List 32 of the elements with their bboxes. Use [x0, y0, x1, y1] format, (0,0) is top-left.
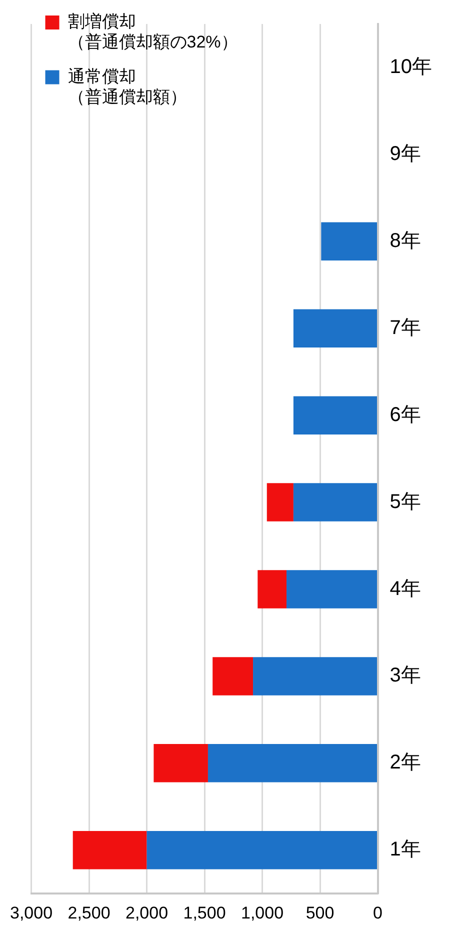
- bar: [146, 830, 378, 870]
- bar: [72, 830, 147, 870]
- y-tick-label: 6年: [390, 404, 421, 426]
- y-tick-label: 5年: [390, 490, 421, 513]
- bar: [266, 483, 294, 522]
- y-tick-label: 4年: [390, 578, 421, 600]
- bar: [258, 570, 287, 608]
- bar: [293, 396, 378, 434]
- x-tick-label: 3,000: [10, 903, 53, 922]
- x-tick-label: 2,000: [125, 903, 168, 922]
- bar: [293, 309, 378, 348]
- bar: [286, 570, 378, 608]
- y-tick-label: 10年: [390, 56, 432, 78]
- y-tick-label: 9年: [390, 142, 421, 165]
- legend-label: 通常償却（普通償却額）: [68, 66, 187, 106]
- x-tick-label: 2,500: [68, 903, 110, 922]
- y-tick-label: 1年: [390, 838, 421, 861]
- bar: [212, 657, 254, 696]
- y-tick-label: 2年: [390, 752, 421, 774]
- bar: [253, 657, 378, 696]
- bar: [208, 744, 378, 782]
- x-tick-label: 500: [306, 903, 334, 922]
- x-tick-label: 1,500: [183, 903, 226, 922]
- y-tick-label: 7年: [390, 316, 421, 339]
- bar: [154, 744, 208, 782]
- legend-label: 割増償却（普通償却額の32%）: [68, 12, 238, 52]
- bar: [321, 222, 378, 261]
- y-tick-label: 3年: [390, 664, 421, 687]
- x-tick-label: 0: [373, 903, 382, 922]
- x-tick-label: 1,000: [240, 903, 284, 922]
- y-tick-label: 8年: [390, 230, 421, 252]
- bar: [293, 483, 378, 522]
